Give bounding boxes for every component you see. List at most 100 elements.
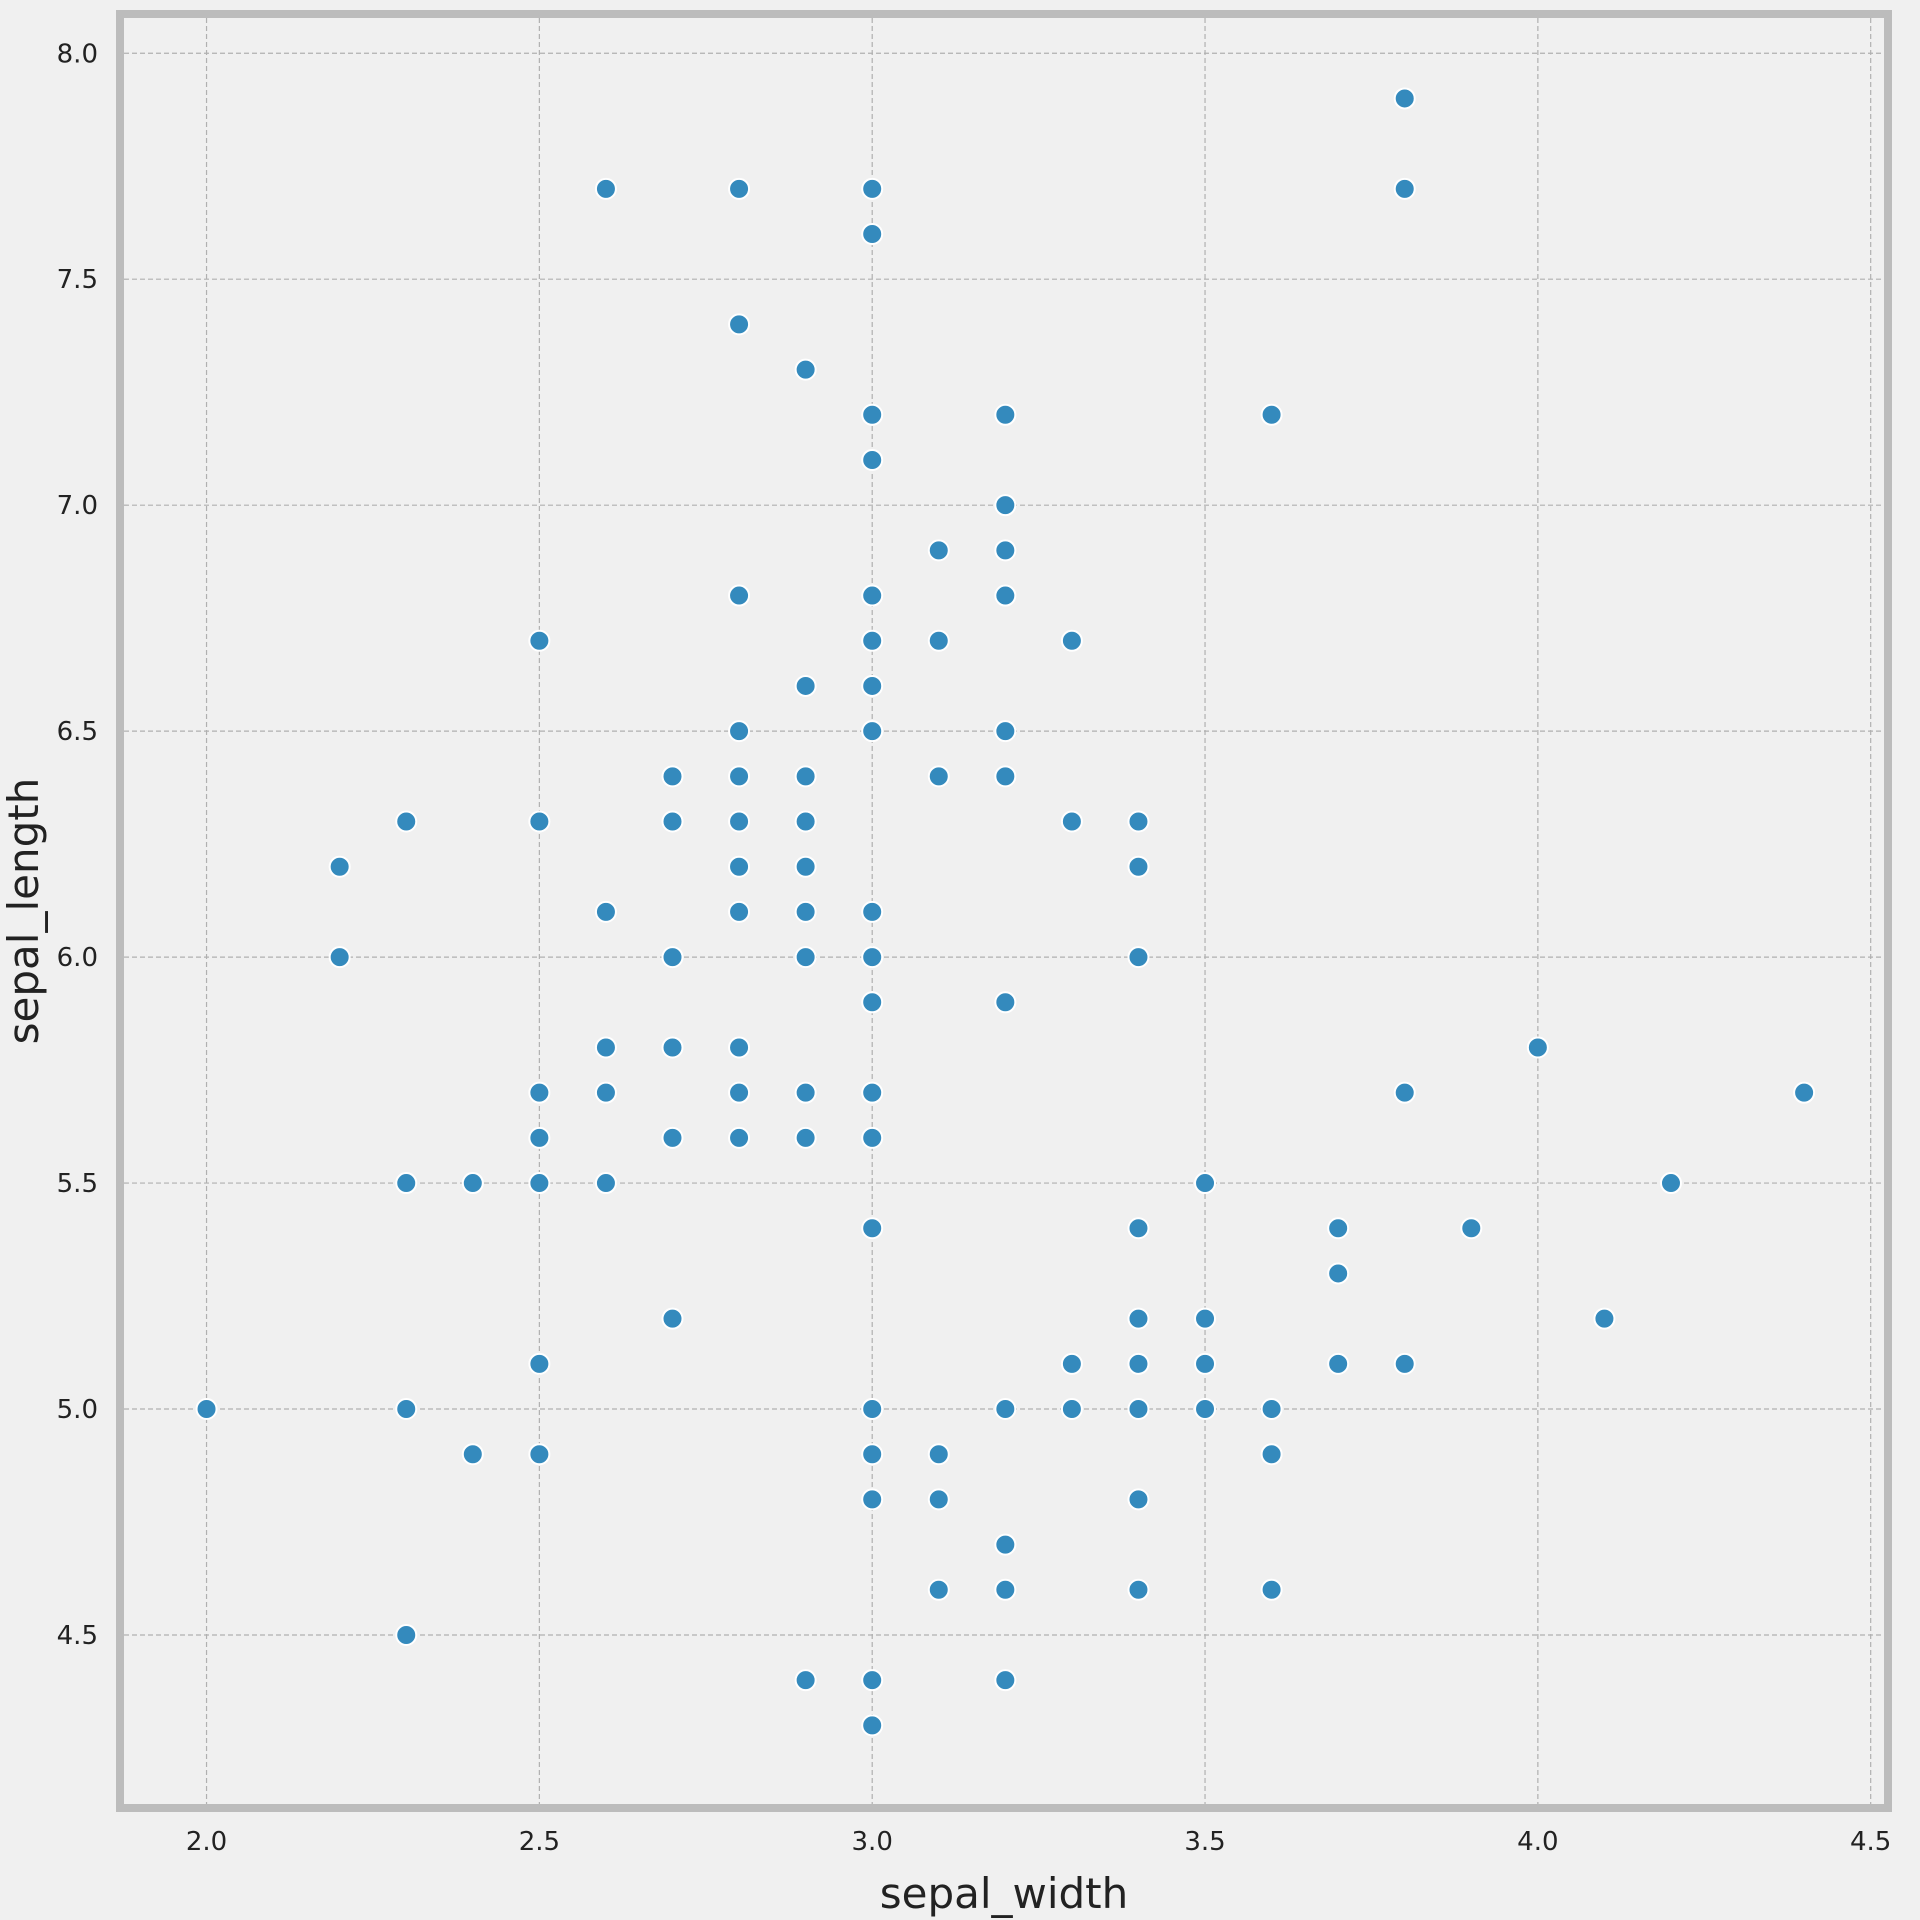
point <box>1393 1081 1416 1104</box>
point <box>861 1714 884 1737</box>
y-tick-label: 8.0 <box>57 39 98 69</box>
point <box>1060 629 1083 652</box>
point <box>994 765 1017 788</box>
point <box>1393 177 1416 200</box>
point <box>661 946 684 969</box>
y-axis-label: sepal_length <box>0 778 48 1045</box>
y-tick-label: 7.5 <box>57 265 98 295</box>
point <box>994 1578 1017 1601</box>
point <box>461 1443 484 1466</box>
point <box>1393 87 1416 110</box>
point <box>728 765 751 788</box>
point <box>1593 1307 1616 1330</box>
point <box>861 177 884 200</box>
point <box>528 1126 551 1149</box>
point <box>594 1081 617 1104</box>
point <box>528 629 551 652</box>
point <box>861 1217 884 1240</box>
point <box>861 1488 884 1511</box>
point <box>861 403 884 426</box>
x-tick-label: 4.5 <box>1850 1827 1891 1857</box>
point <box>195 1398 218 1421</box>
point <box>528 1081 551 1104</box>
x-tick-label: 4.0 <box>1517 1827 1558 1857</box>
point <box>728 1126 751 1149</box>
point <box>528 1172 551 1195</box>
point <box>1127 946 1150 969</box>
x-tick-label: 3.0 <box>852 1827 893 1857</box>
point <box>861 720 884 743</box>
point <box>794 674 817 697</box>
point <box>1060 1352 1083 1375</box>
point <box>794 810 817 833</box>
point <box>728 177 751 200</box>
point <box>661 765 684 788</box>
y-tick-label: 5.5 <box>57 1169 98 1199</box>
point <box>728 900 751 923</box>
point <box>1260 1398 1283 1421</box>
point <box>861 1669 884 1692</box>
point <box>794 946 817 969</box>
point <box>328 946 351 969</box>
point <box>461 1172 484 1195</box>
y-tick-label: 5.0 <box>57 1395 98 1425</box>
point <box>861 584 884 607</box>
point <box>328 855 351 878</box>
point <box>861 1126 884 1149</box>
point <box>1127 1352 1150 1375</box>
x-axis-label: sepal_width <box>880 1869 1129 1918</box>
x-tick-label: 3.5 <box>1184 1827 1225 1857</box>
point <box>994 494 1017 517</box>
point <box>1327 1217 1350 1240</box>
point <box>1060 1398 1083 1421</box>
point <box>528 810 551 833</box>
point <box>1127 1307 1150 1330</box>
point <box>1194 1352 1217 1375</box>
point <box>728 810 751 833</box>
point <box>1460 1217 1483 1240</box>
point <box>861 674 884 697</box>
point <box>994 539 1017 562</box>
point <box>861 946 884 969</box>
point <box>661 1036 684 1059</box>
point <box>1127 1398 1150 1421</box>
point <box>1393 1352 1416 1375</box>
point <box>661 1307 684 1330</box>
point <box>861 448 884 471</box>
y-tick-label: 6.0 <box>57 943 98 973</box>
point <box>861 1443 884 1466</box>
point <box>661 810 684 833</box>
point <box>861 900 884 923</box>
point <box>1260 1443 1283 1466</box>
point <box>395 810 418 833</box>
point <box>1127 855 1150 878</box>
point <box>395 1172 418 1195</box>
point <box>728 1081 751 1104</box>
point <box>927 1488 950 1511</box>
point <box>728 313 751 336</box>
point <box>994 1669 1017 1692</box>
point <box>728 584 751 607</box>
point <box>861 629 884 652</box>
point <box>594 1036 617 1059</box>
point <box>927 1578 950 1601</box>
point <box>1127 1578 1150 1601</box>
point <box>794 855 817 878</box>
point <box>1526 1036 1549 1059</box>
point <box>794 1081 817 1104</box>
point <box>794 765 817 788</box>
point <box>594 1172 617 1195</box>
point <box>794 1126 817 1149</box>
point <box>728 855 751 878</box>
point <box>1194 1172 1217 1195</box>
y-tick-label: 6.5 <box>57 717 98 747</box>
point <box>1327 1352 1350 1375</box>
point <box>728 1036 751 1059</box>
point <box>1793 1081 1816 1104</box>
point <box>728 720 751 743</box>
point <box>1260 1578 1283 1601</box>
y-tick-label: 4.5 <box>57 1621 98 1651</box>
point <box>794 1669 817 1692</box>
